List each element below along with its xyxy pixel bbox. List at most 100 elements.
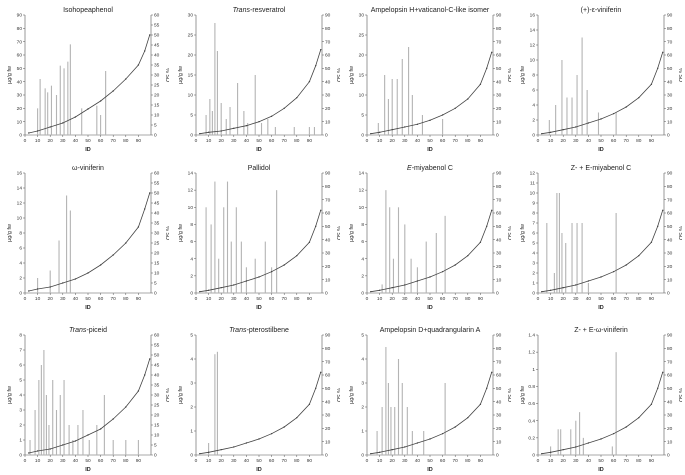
trend-point (207, 131, 210, 134)
y2-tick-label: 50 (325, 66, 331, 72)
y-tick-label: 2 (190, 273, 193, 279)
x-tick-label: 60 (269, 458, 275, 464)
x-tick-label: 10 (548, 296, 554, 302)
y-tick-label: 4 (361, 256, 364, 262)
y-tick-label: 4 (190, 357, 193, 363)
y2-axis-label: % SD (335, 68, 340, 82)
bar (444, 383, 446, 455)
trend-point (296, 254, 298, 257)
y-tick-label: 0 (19, 291, 22, 297)
bar (271, 267, 273, 293)
y-tick-label: 10 (188, 93, 194, 99)
bar (214, 354, 216, 455)
y-tick-label: 4 (532, 103, 535, 109)
x-tick-label: 60 (611, 138, 617, 144)
y-tick-label: 0.6 (528, 401, 535, 407)
trend-point (315, 387, 317, 390)
trend-point (391, 448, 393, 451)
x-tick-label: 90 (478, 296, 484, 302)
x-tick-label: 20 (48, 458, 54, 464)
bar (59, 65, 61, 135)
bar (100, 115, 102, 135)
y-tick-label: 16 (17, 171, 23, 177)
y-tick-label: 12 (188, 188, 194, 194)
trend-point (479, 241, 482, 244)
trend-point (233, 446, 235, 448)
y-tick-label: 5 (361, 113, 364, 119)
y2-tick-label: 20 (154, 251, 160, 257)
y2-tick-label: 0 (667, 291, 670, 297)
trend-point (416, 123, 419, 126)
x-tick-label: 40 (586, 458, 592, 464)
chart-title-main: piceid (89, 327, 107, 334)
x-tick-label: 50 (427, 138, 433, 144)
y2-tick-label: 50 (667, 386, 673, 392)
bar (72, 440, 74, 455)
bar (66, 195, 68, 293)
trend-point (657, 225, 659, 228)
chart-title-main: Pallidol (248, 165, 271, 172)
trend-point (74, 278, 77, 280)
chart-panel: Z- + E-miyabenol C0 10 20 30 40 50 60 70 80 90012… (520, 165, 682, 311)
trend-point (587, 280, 590, 282)
x-tick-label: 90 (649, 138, 655, 144)
y-axis-label: µg/g fw (520, 66, 526, 84)
x-tick-label: 80 (294, 138, 300, 144)
bar (37, 108, 39, 135)
y2-tick-label: 80 (496, 26, 502, 32)
y-axis-label: µg/g fw (7, 66, 13, 84)
trend-point (549, 289, 552, 292)
trend-point (467, 254, 469, 257)
y-tick-label: 5 (19, 378, 22, 384)
x-tick-label: 10 (206, 138, 212, 144)
y-tick-label: 0 (190, 133, 193, 139)
x-tick-label: 20 (390, 138, 396, 144)
y2-tick-label: 60 (154, 333, 160, 339)
y-tick-label: 4 (532, 251, 535, 257)
x-axis-label: ID (85, 305, 91, 311)
x-tick-label: 0 (366, 458, 369, 464)
chart-title: ω-viniferin (72, 165, 104, 172)
bar (444, 215, 446, 293)
x-tick-label: 60 (269, 138, 275, 144)
trend-point (600, 118, 602, 120)
trend-point (467, 98, 469, 100)
y2-tick-label: 80 (496, 346, 502, 352)
y2-tick-label: 60 (667, 211, 673, 217)
trend-point (370, 132, 372, 135)
x-tick-label: 60 (440, 458, 446, 464)
y-tick-label: 6 (19, 363, 22, 369)
trend-point (416, 280, 419, 282)
bar (581, 223, 583, 293)
x-tick-label: 20 (561, 458, 567, 464)
bar (260, 123, 263, 135)
y2-tick-label: 80 (325, 184, 331, 190)
trend-point (657, 387, 659, 390)
trend-point (112, 90, 114, 92)
bar (214, 181, 216, 293)
y2-tick-label: 0 (496, 453, 499, 459)
bar (254, 258, 256, 293)
y-tick-label: 0 (361, 453, 364, 459)
y2-tick-label: 10 (325, 439, 331, 445)
trend-point (233, 127, 235, 130)
x-tick-label: 30 (231, 458, 237, 464)
trend-point (112, 418, 114, 420)
x-tick-label: 30 (60, 138, 66, 144)
trend-point (137, 226, 140, 228)
x-tick-label: 80 (636, 458, 642, 464)
trend-point (283, 107, 285, 110)
y2-tick-label: 70 (496, 39, 502, 45)
y-tick-label: 6 (532, 231, 535, 237)
y2-tick-label: 70 (667, 359, 673, 365)
bar (211, 111, 213, 135)
y-tick-label: 2 (19, 423, 22, 429)
y-tick-label: 25 (188, 33, 194, 39)
y2-tick-label: 70 (667, 197, 673, 203)
y2-tick-label: 80 (667, 184, 673, 190)
x-tick-label: 70 (453, 296, 459, 302)
y-axis-label: µg/g fw (178, 386, 184, 404)
trend-point (479, 403, 482, 406)
